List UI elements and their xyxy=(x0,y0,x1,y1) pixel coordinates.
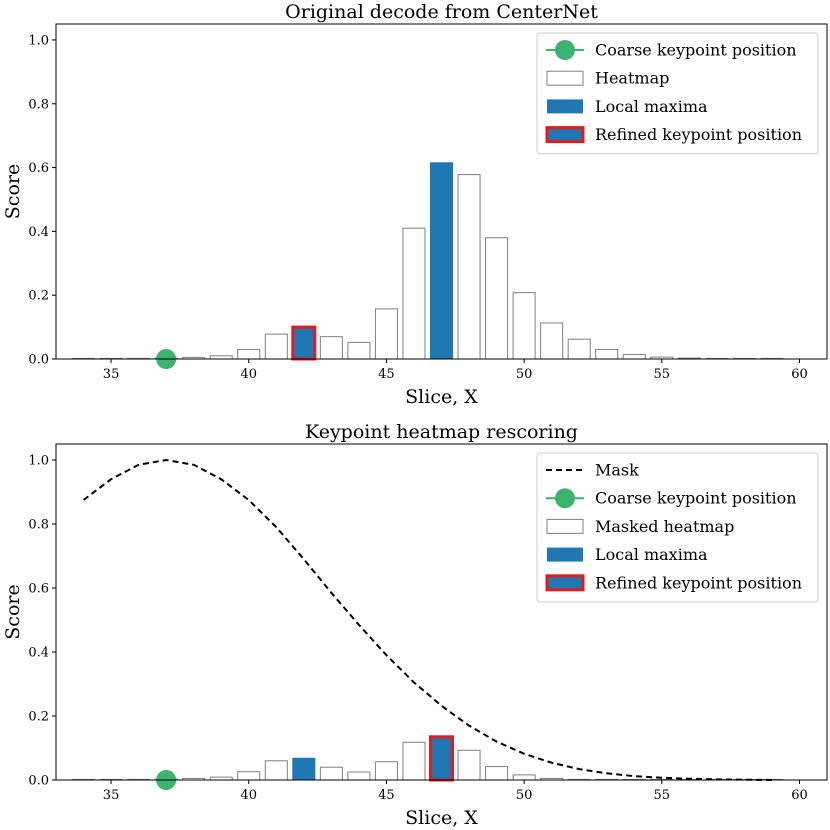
plot-frame xyxy=(55,443,828,781)
y-tick-label: 0.0 xyxy=(28,353,49,368)
legend-label-refined: Refined keypoint position xyxy=(595,125,802,144)
legend-box xyxy=(536,32,819,155)
heatmap-bar xyxy=(567,338,591,360)
heatmap-bar xyxy=(319,336,343,360)
y-tick-label: 0.6 xyxy=(28,582,49,597)
heatmap-bar xyxy=(485,766,509,781)
y-axis-label: Score xyxy=(2,584,24,639)
x-axis-label: Slice, X xyxy=(405,386,478,408)
heatmap-bar xyxy=(595,348,619,360)
legend-coarse-swatch xyxy=(555,40,575,60)
legend-heatmap-swatch xyxy=(546,70,584,86)
y-tick-label: 1.0 xyxy=(28,33,49,48)
legend-maxima-swatch xyxy=(547,547,583,562)
x-tick-label: 60 xyxy=(791,788,808,803)
x-tick-label: 40 xyxy=(240,788,257,803)
x-tick-label: 35 xyxy=(103,367,120,382)
heatmap-bar xyxy=(457,749,481,781)
legend-maxima-swatch xyxy=(547,99,583,114)
chart-panel-2: Keypoint heatmap rescoring 35 40 45 50 55 60 0.… xyxy=(2,421,828,829)
local-maxima-bar xyxy=(292,757,316,781)
y-tick-label: 0.8 xyxy=(28,518,49,533)
refined-keypoint-bar xyxy=(428,735,455,782)
heatmap-bar xyxy=(374,761,398,781)
y-tick-label: 0.4 xyxy=(28,225,49,240)
legend-refined-swatch xyxy=(545,574,585,592)
x-tick-label: 50 xyxy=(516,788,533,803)
y-tick-label: 0.4 xyxy=(28,646,49,661)
legend-label-mask: Mask xyxy=(595,461,639,480)
heatmap-bar xyxy=(457,174,481,360)
legend-refined-swatch xyxy=(545,126,585,144)
y-tick-label: 0.2 xyxy=(28,289,49,304)
y-tick-label: 0.2 xyxy=(28,710,49,725)
refined-keypoint-bar xyxy=(291,325,317,361)
x-tick-label: 55 xyxy=(654,367,671,382)
local-maxima-bar xyxy=(429,162,454,360)
heatmap-bar xyxy=(319,766,343,781)
heatmap-bar xyxy=(402,227,426,360)
heatmap-bar xyxy=(374,308,398,360)
x-tick-label: 35 xyxy=(103,788,120,803)
heatmap-bar xyxy=(402,741,426,781)
x-tick-label: 55 xyxy=(654,788,671,803)
y-tick-label: 0.0 xyxy=(28,774,49,789)
heatmap-bar xyxy=(540,322,564,360)
legend-box xyxy=(536,452,819,603)
heatmap-bar xyxy=(347,771,371,781)
legend-label-coarse: Coarse keypoint position xyxy=(595,489,797,508)
x-tick-label: 45 xyxy=(378,367,395,382)
legend-label-maxima: Local maxima xyxy=(595,545,708,564)
heatmap-bar xyxy=(264,760,288,781)
legend-label-refined: Refined keypoint position xyxy=(595,573,802,592)
x-tick-label: 40 xyxy=(240,367,257,382)
legend: Coarse keypoint position Heatmap Local max… xyxy=(536,32,819,155)
y-axis-label: Score xyxy=(2,164,24,219)
heatmap-bar xyxy=(237,771,261,781)
y-tick-label: 0.6 xyxy=(28,161,49,176)
x-tick-label: 45 xyxy=(378,788,395,803)
heatmap-bar xyxy=(512,292,536,360)
legend: Mask Coarse keypoint position Masked heatm… xyxy=(536,452,819,603)
y-tick-label: 0.8 xyxy=(28,97,49,112)
x-tick-label: 50 xyxy=(516,367,533,382)
chart-title: Keypoint heatmap rescoring xyxy=(305,421,578,443)
legend-coarse-swatch xyxy=(555,488,575,509)
legend-label-maxima: Local maxima xyxy=(595,97,708,116)
heatmap-bar xyxy=(347,341,371,360)
plot-frame xyxy=(55,23,828,360)
mask-curve xyxy=(82,458,772,781)
chart-title: Original decode from CenterNet xyxy=(285,1,598,23)
y-tick-label: 1.0 xyxy=(28,454,49,469)
legend-label-coarse: Coarse keypoint position xyxy=(595,41,797,60)
heatmap-bar xyxy=(622,354,646,360)
chart-panel-1: Original decode from CenterNet 35 40 45 50 55… xyxy=(2,1,828,408)
x-tick-label: 60 xyxy=(791,367,808,382)
legend-label-heatmap: Masked heatmap xyxy=(595,517,734,536)
heatmap-bar xyxy=(512,774,536,781)
heatmap-bar xyxy=(264,333,288,360)
heatmap-bar xyxy=(237,348,261,360)
heatmap-bar xyxy=(485,237,509,360)
legend-label-heatmap: Heatmap xyxy=(595,69,669,88)
x-axis-label: Slice, X xyxy=(405,807,478,829)
legend-heatmap-swatch xyxy=(546,518,584,534)
